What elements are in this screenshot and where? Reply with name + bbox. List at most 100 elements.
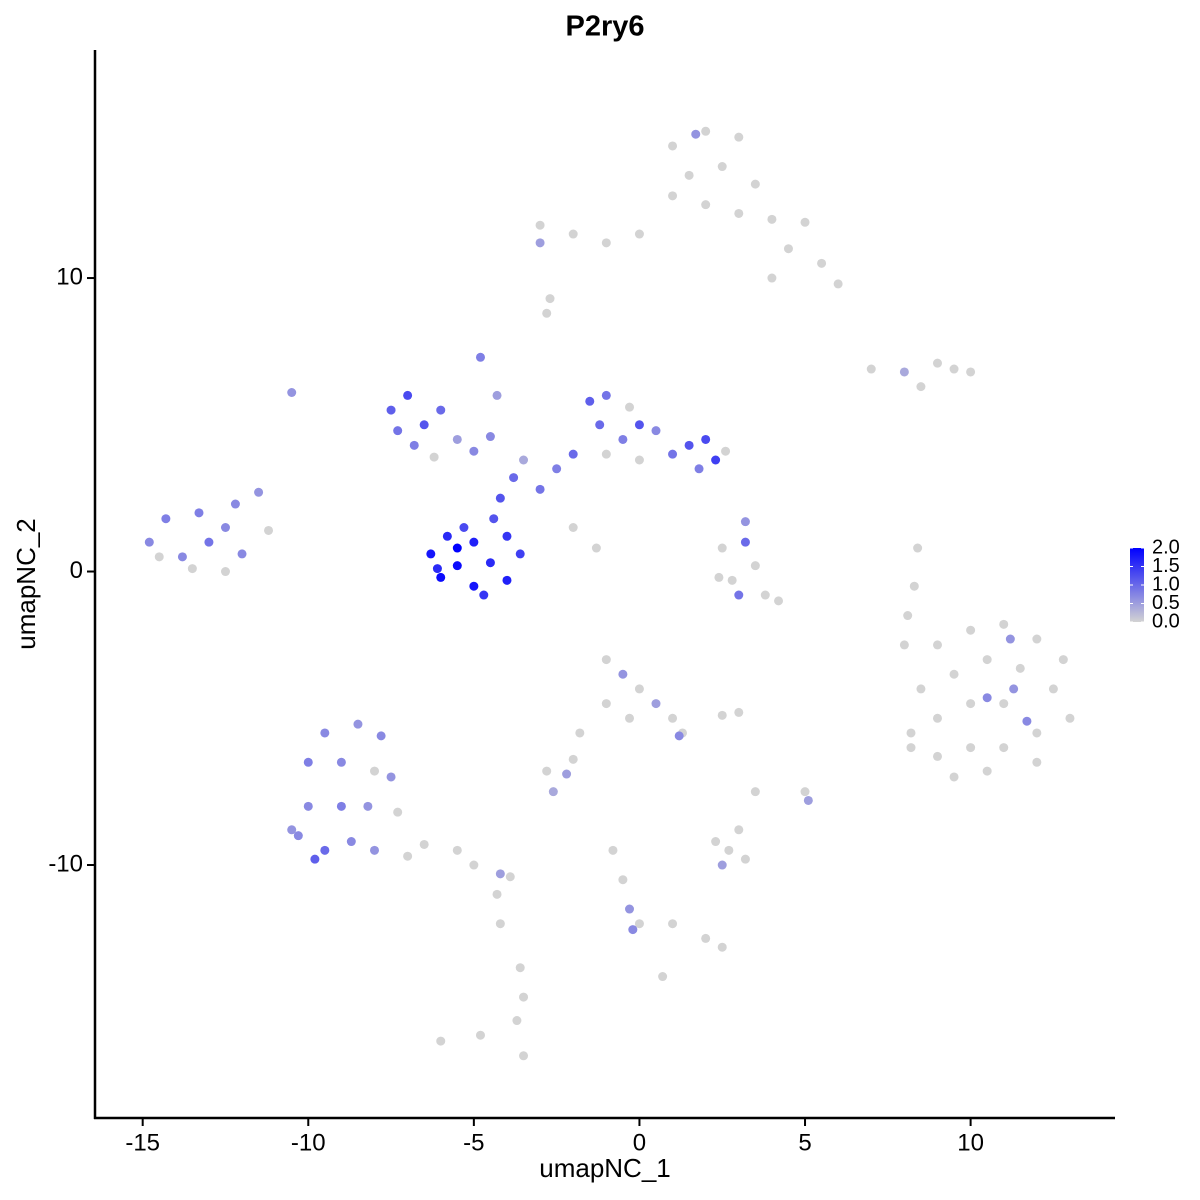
point [542,308,552,318]
point [370,845,380,855]
point [429,452,439,462]
colorbar-label: 0.5 [1152,592,1180,614]
point [495,493,505,503]
point [310,854,320,864]
point [1048,684,1058,694]
point [495,919,505,929]
point [264,525,274,535]
point [717,942,727,952]
y-tick-label: 0 [70,557,83,584]
point [220,523,230,533]
point [711,455,721,465]
point [628,925,638,935]
point [568,229,578,239]
point [601,655,611,665]
point [1015,663,1025,673]
point [767,273,777,283]
point [668,191,678,201]
point [432,564,442,574]
point [144,537,154,547]
point [906,728,916,738]
point [833,279,843,289]
point [519,455,529,465]
point [419,839,429,849]
point [489,514,499,524]
point [714,572,724,582]
point [403,851,413,861]
point [469,581,479,591]
point [363,801,373,811]
y-axis-label: umapNC_2 [11,518,41,650]
point [966,367,976,377]
point [485,432,495,442]
point [634,420,644,430]
point [634,684,644,694]
point [154,552,164,562]
point [535,238,545,248]
point [475,1030,485,1040]
point [452,845,462,855]
point [721,446,731,456]
point [625,713,635,723]
point [949,772,959,782]
point [717,162,727,172]
point [634,229,644,239]
colorbar-label: 1.5 [1152,555,1180,577]
point [913,543,923,553]
point [601,449,611,459]
point [505,872,515,882]
point [701,933,711,943]
point [618,875,628,885]
point [909,581,919,591]
point [817,258,827,268]
point [899,367,909,377]
point [568,449,578,459]
point [535,484,545,494]
point [426,549,436,559]
point [220,567,230,577]
point [634,455,644,465]
point [436,572,446,582]
point [651,699,661,709]
point [320,728,330,738]
point [575,728,585,738]
point [535,220,545,230]
point [982,693,992,703]
point [608,845,618,855]
point [254,487,264,497]
point [774,596,784,606]
point [717,860,727,870]
point [502,531,512,541]
point [1009,684,1019,694]
point [701,200,711,210]
point [287,825,297,835]
point [1032,634,1042,644]
point [161,514,171,524]
point [618,434,628,444]
point [293,831,303,841]
point [542,766,552,776]
point [899,640,909,650]
point [668,919,678,929]
point [336,801,346,811]
point [800,217,810,227]
point [515,549,525,559]
point [585,396,595,406]
point [1005,634,1015,644]
point [734,132,744,142]
point [386,405,396,415]
point [376,731,386,741]
point [1058,655,1068,665]
point [303,757,313,767]
point [982,766,992,776]
point [194,508,204,518]
point [932,751,942,761]
point [601,699,611,709]
point [966,625,976,635]
point [750,787,760,797]
point [204,537,214,547]
point [999,699,1009,709]
point [966,699,976,709]
point [717,710,727,720]
point [691,129,701,139]
